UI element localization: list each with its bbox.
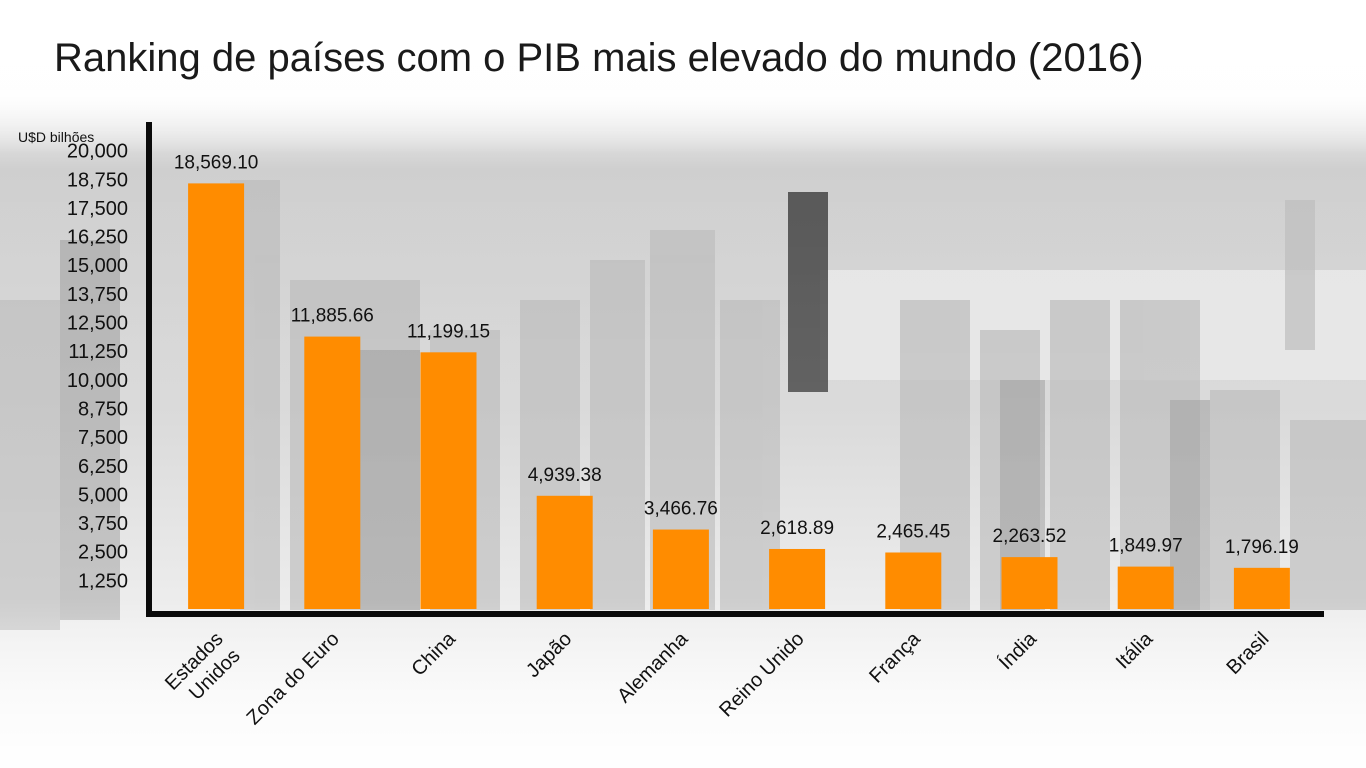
value-labels: 18,569.10 11,885.66 11,199.15 4,939.38 3,466…: [174, 152, 1299, 557]
y-tick-label: 10,000: [67, 370, 128, 392]
bar: [885, 552, 942, 609]
data-label: 18,569.10: [174, 152, 259, 173]
bar: [1233, 567, 1290, 609]
data-label: 2,263.52: [993, 526, 1067, 547]
x-tick-label: Zona do Euro: [243, 628, 344, 729]
y-tick-label: 16,250: [67, 227, 128, 249]
x-tick-label: Reino Unido: [715, 628, 808, 721]
bar: [769, 548, 826, 609]
x-tick-label: Alemanha: [613, 627, 693, 707]
chart-title: Ranking de países com o PIB mais elevado…: [54, 36, 1144, 80]
bar: [536, 495, 593, 609]
x-tick-label: Brasil: [1223, 628, 1274, 679]
y-tick-label: 18,750: [67, 169, 128, 191]
bars: [188, 183, 1290, 609]
data-label: 2,465.45: [876, 521, 950, 542]
data-label: 1,796.19: [1225, 537, 1299, 558]
y-tick-label: 1,250: [78, 570, 128, 592]
y-tick-label: 2,500: [78, 542, 128, 564]
bar: [420, 352, 477, 609]
x-tick-label: China: [408, 627, 461, 680]
y-tick-label: 15,000: [67, 255, 128, 277]
y-tick-label: 11,250: [68, 341, 128, 363]
bar: [652, 529, 709, 609]
y-tick-label: 20,000: [67, 141, 128, 163]
x-tick-label: EstadosUnidos: [161, 628, 245, 712]
y-tick-label: 17,500: [67, 198, 128, 220]
bar: [304, 336, 361, 609]
data-label: 1,849.97: [1109, 536, 1183, 557]
y-tick-label: 6,250: [78, 456, 128, 478]
y-tick-label: 8,750: [78, 398, 128, 420]
y-tick-label: 7,500: [78, 427, 128, 449]
bar: [1001, 557, 1058, 609]
x-tick-label: Japão: [522, 628, 576, 682]
x-tick-label: França: [865, 627, 925, 687]
data-label: 11,199.15: [407, 321, 490, 342]
y-tick-label: 12,500: [67, 313, 128, 335]
data-label: 4,939.38: [528, 465, 602, 486]
data-label: 3,466.76: [644, 499, 718, 520]
data-label: 11,885.66: [291, 306, 374, 327]
bar: [1117, 566, 1174, 609]
y-tick-label: 5,000: [78, 484, 128, 506]
x-tick-label: Índia: [994, 627, 1042, 675]
data-label: 2,618.89: [760, 518, 834, 539]
y-axis-ticks: 1,250 2,500 3,750 5,000 6,250 7,500 8,750 10,00…: [67, 141, 128, 593]
y-axis-unit-label: U$D bilhões: [18, 129, 94, 145]
x-tick-label: Itália: [1112, 627, 1158, 673]
y-tick-label: 3,750: [78, 513, 128, 535]
y-tick-label: 13,750: [67, 284, 128, 306]
bar: [188, 183, 245, 609]
